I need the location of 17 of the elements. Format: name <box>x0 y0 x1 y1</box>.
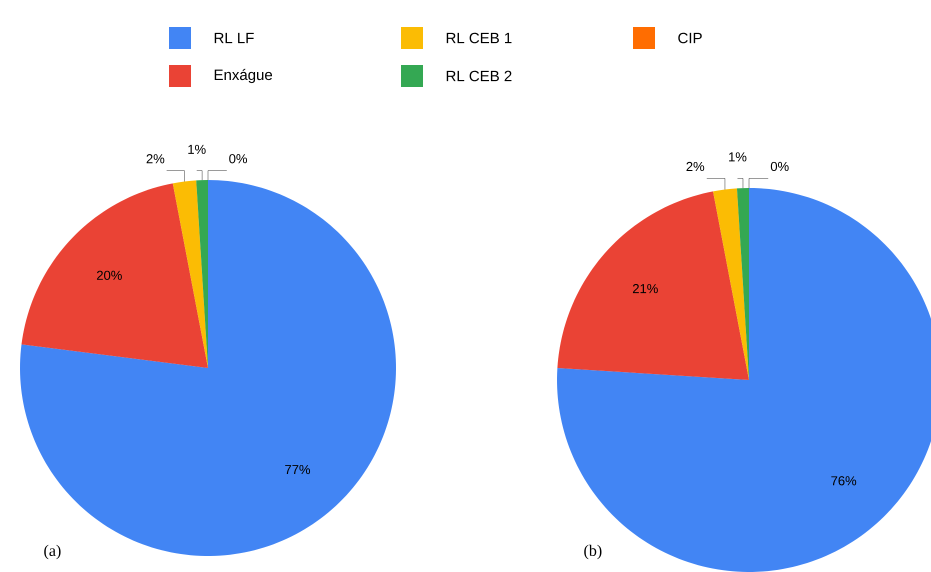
text: 0% <box>229 154 248 164</box>
text: (a) <box>44 544 61 560</box>
data-label: 20% <box>96 270 122 280</box>
data-label: 21% <box>632 284 658 294</box>
data-label: 1% <box>188 144 206 154</box>
legend-label: RL CEB 1 <box>446 32 512 44</box>
legend-label: RL CEB 2 <box>446 70 512 82</box>
data-label: 2% <box>146 154 164 164</box>
data-label: 2% <box>686 162 704 172</box>
data-label: 77% <box>285 464 310 474</box>
text: 0% <box>770 162 789 172</box>
legend-label: CIP <box>678 32 702 44</box>
data-label: 76% <box>831 476 856 486</box>
legend-label: RL LF <box>214 32 254 44</box>
text: (b) <box>584 544 602 560</box>
data-label: 1% <box>729 152 746 162</box>
legend-label: Enxágue <box>214 68 272 84</box>
